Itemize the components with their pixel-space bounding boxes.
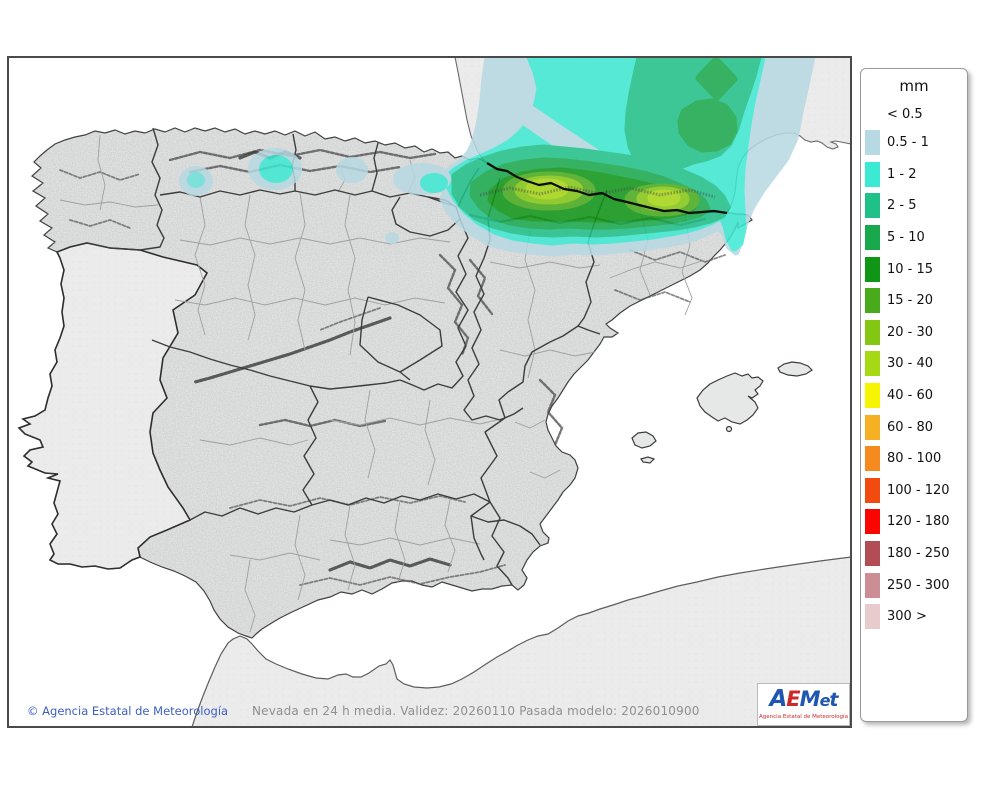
legend-label: 300 > bbox=[887, 609, 927, 625]
legend-swatch bbox=[865, 509, 880, 535]
legend-label: 80 - 100 bbox=[887, 451, 942, 467]
portugal-region bbox=[17, 242, 209, 570]
aemet-logo-subtitle: Agencia Estatal de Meteorología bbox=[759, 714, 848, 720]
legend-row: 40 - 60 bbox=[861, 380, 967, 412]
legend-row: 15 - 20 bbox=[861, 285, 967, 317]
logo-letter: e bbox=[819, 691, 831, 710]
legend-row-no-swatch: < 0.5 bbox=[861, 101, 967, 127]
legend-swatch bbox=[865, 351, 880, 377]
logo-letter: E bbox=[786, 687, 800, 711]
legend-swatch bbox=[865, 319, 880, 345]
legend-label: 2 - 5 bbox=[887, 198, 917, 214]
legend-row: 2 - 5 bbox=[861, 190, 967, 222]
legend-label: 10 - 15 bbox=[887, 261, 934, 277]
legend-title: mm bbox=[899, 77, 929, 95]
legend-swatch bbox=[865, 572, 880, 598]
legend-label: 1 - 2 bbox=[887, 166, 917, 182]
legend-label: 100 - 120 bbox=[887, 482, 950, 498]
legend-swatch bbox=[865, 193, 880, 219]
map-frame bbox=[7, 56, 852, 728]
legend-row: 20 - 30 bbox=[861, 317, 967, 349]
logo-letter: t bbox=[829, 689, 838, 711]
legend-row: 250 - 300 bbox=[861, 569, 967, 601]
legend-row: 100 - 120 bbox=[861, 475, 967, 507]
legend-label: 20 - 30 bbox=[887, 324, 934, 340]
legend-row: 180 - 250 bbox=[861, 538, 967, 570]
logo-letter: A bbox=[769, 686, 787, 712]
legend-panel: mm < 0.5 0.5 - 1 1 - 2 2 - 5 5 - 10 10 - 15 1… bbox=[860, 68, 968, 722]
legend-swatch bbox=[865, 541, 880, 567]
legend-label: 15 - 20 bbox=[887, 293, 934, 309]
legend-label: 30 - 40 bbox=[887, 356, 934, 372]
legend-swatch bbox=[865, 161, 880, 187]
legend-swatch bbox=[865, 130, 880, 156]
legend-row: 30 - 40 bbox=[861, 348, 967, 380]
legend-row: 0.5 - 1 bbox=[861, 127, 967, 159]
france-spain-border bbox=[486, 162, 728, 215]
legend-label: < 0.5 bbox=[887, 106, 923, 122]
precipitation-overlay bbox=[179, 58, 816, 257]
aemet-logo-text: AEMet bbox=[758, 684, 849, 714]
legend-swatch bbox=[865, 477, 880, 503]
africa-landmass bbox=[191, 556, 850, 726]
legend-label: 5 - 10 bbox=[887, 230, 925, 246]
legend-swatch bbox=[865, 383, 880, 409]
copyright-text: © Agencia Estatal de Meteorología bbox=[27, 704, 229, 718]
legend-row: 60 - 80 bbox=[861, 411, 967, 443]
legend-row: 10 - 15 bbox=[861, 253, 967, 285]
legend-swatch bbox=[865, 604, 880, 630]
legend-row: 80 - 100 bbox=[861, 443, 967, 475]
legend-swatch bbox=[865, 256, 880, 282]
legend-label: 0.5 - 1 bbox=[887, 135, 929, 151]
model-info-text: Nevada en 24 h media. Validez: 20260110 … bbox=[252, 704, 700, 718]
balearic-islands bbox=[631, 361, 813, 464]
legend-row: 300 > bbox=[861, 601, 967, 633]
legend-row: 120 - 180 bbox=[861, 506, 967, 538]
legend-swatch bbox=[865, 225, 880, 251]
province-borders bbox=[59, 134, 706, 633]
legend-swatch bbox=[865, 288, 880, 314]
legend-label: 40 - 60 bbox=[887, 388, 934, 404]
legend-label: 180 - 250 bbox=[887, 546, 950, 562]
legend-entries: 0.5 - 1 1 - 2 2 - 5 5 - 10 10 - 15 15 - 20 20 … bbox=[861, 127, 967, 633]
legend-row: 1 - 2 bbox=[861, 159, 967, 191]
logo-letter: M bbox=[799, 687, 821, 711]
legend-swatch bbox=[865, 414, 880, 440]
legend-swatch bbox=[865, 446, 880, 472]
legend-row: 5 - 10 bbox=[861, 222, 967, 254]
legend-label: 120 - 180 bbox=[887, 514, 950, 530]
legend-label: 250 - 300 bbox=[887, 577, 950, 593]
legend-label: 60 - 80 bbox=[887, 419, 934, 435]
aemet-logo: AEMet Agencia Estatal de Meteorología bbox=[757, 683, 850, 726]
